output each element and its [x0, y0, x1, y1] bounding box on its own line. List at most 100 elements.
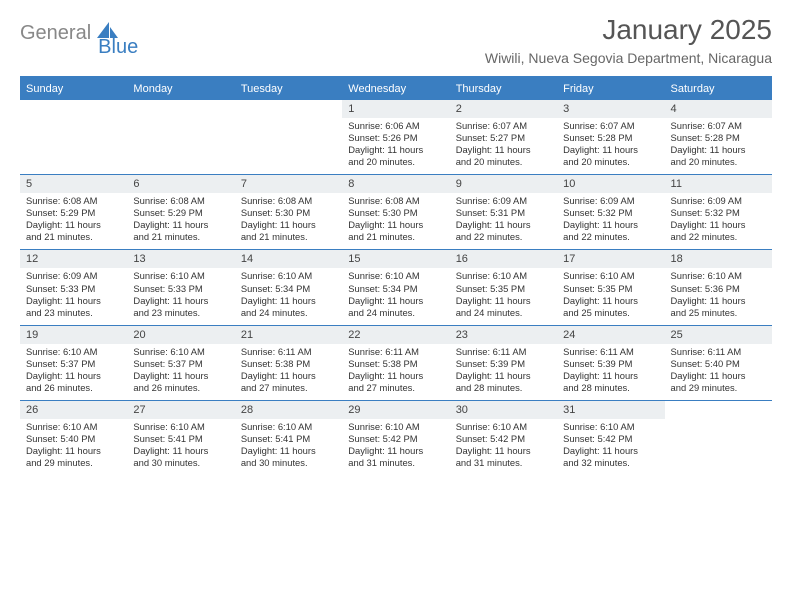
- day-detail-line: Sunrise: 6:10 AM: [241, 270, 336, 282]
- day-detail-line: Sunset: 5:38 PM: [241, 358, 336, 370]
- day-details: Sunrise: 6:07 AMSunset: 5:27 PMDaylight:…: [450, 118, 557, 174]
- day-details: Sunrise: 6:11 AMSunset: 5:38 PMDaylight:…: [342, 344, 449, 400]
- calendar-day-cell: 13Sunrise: 6:10 AMSunset: 5:33 PMDayligh…: [127, 250, 234, 324]
- day-detail-line: Sunrise: 6:10 AM: [671, 270, 766, 282]
- day-detail-line: and 20 minutes.: [456, 156, 551, 168]
- calendar-week-row: 5Sunrise: 6:08 AMSunset: 5:29 PMDaylight…: [20, 174, 772, 249]
- day-number: [127, 100, 234, 118]
- day-number: 25: [665, 326, 772, 344]
- day-details: Sunrise: 6:07 AMSunset: 5:28 PMDaylight:…: [665, 118, 772, 174]
- day-detail-line: Sunrise: 6:11 AM: [456, 346, 551, 358]
- day-detail-line: and 20 minutes.: [563, 156, 658, 168]
- calendar-day-cell: 16Sunrise: 6:10 AMSunset: 5:35 PMDayligh…: [450, 250, 557, 324]
- day-details: Sunrise: 6:11 AMSunset: 5:39 PMDaylight:…: [557, 344, 664, 400]
- day-details: [127, 118, 234, 126]
- day-detail-line: Sunset: 5:42 PM: [563, 433, 658, 445]
- day-number: 30: [450, 401, 557, 419]
- calendar-day-cell: [127, 100, 234, 174]
- day-detail-line: Sunset: 5:28 PM: [671, 132, 766, 144]
- day-detail-line: and 21 minutes.: [348, 231, 443, 243]
- day-details: Sunrise: 6:10 AMSunset: 5:42 PMDaylight:…: [557, 419, 664, 475]
- day-number: 5: [20, 175, 127, 193]
- day-detail-line: Daylight: 11 hours: [348, 144, 443, 156]
- day-detail-line: Sunset: 5:27 PM: [456, 132, 551, 144]
- calendar-day-cell: 10Sunrise: 6:09 AMSunset: 5:32 PMDayligh…: [557, 175, 664, 249]
- calendar-header-row: Sunday Monday Tuesday Wednesday Thursday…: [20, 78, 772, 100]
- day-detail-line: Sunset: 5:40 PM: [26, 433, 121, 445]
- day-details: Sunrise: 6:09 AMSunset: 5:32 PMDaylight:…: [665, 193, 772, 249]
- day-detail-line: Sunset: 5:36 PM: [671, 283, 766, 295]
- day-detail-line: Sunrise: 6:11 AM: [348, 346, 443, 358]
- day-details: [20, 118, 127, 126]
- day-detail-line: Sunrise: 6:10 AM: [348, 421, 443, 433]
- day-detail-line: and 25 minutes.: [671, 307, 766, 319]
- calendar-day-cell: 26Sunrise: 6:10 AMSunset: 5:40 PMDayligh…: [20, 401, 127, 475]
- day-detail-line: and 24 minutes.: [348, 307, 443, 319]
- day-detail-line: Sunset: 5:32 PM: [563, 207, 658, 219]
- day-details: Sunrise: 6:10 AMSunset: 5:33 PMDaylight:…: [127, 268, 234, 324]
- day-details: Sunrise: 6:10 AMSunset: 5:40 PMDaylight:…: [20, 419, 127, 475]
- day-detail-line: Daylight: 11 hours: [671, 144, 766, 156]
- calendar-table: Sunday Monday Tuesday Wednesday Thursday…: [20, 76, 772, 475]
- day-number: 17: [557, 250, 664, 268]
- day-number: 16: [450, 250, 557, 268]
- calendar-day-cell: 29Sunrise: 6:10 AMSunset: 5:42 PMDayligh…: [342, 401, 449, 475]
- day-detail-line: Daylight: 11 hours: [671, 219, 766, 231]
- calendar-day-cell: 23Sunrise: 6:11 AMSunset: 5:39 PMDayligh…: [450, 326, 557, 400]
- day-detail-line: and 29 minutes.: [671, 382, 766, 394]
- day-detail-line: and 31 minutes.: [456, 457, 551, 469]
- calendar-day-cell: 4Sunrise: 6:07 AMSunset: 5:28 PMDaylight…: [665, 100, 772, 174]
- day-detail-line: Sunset: 5:30 PM: [348, 207, 443, 219]
- day-number: 15: [342, 250, 449, 268]
- day-detail-line: Sunrise: 6:07 AM: [456, 120, 551, 132]
- day-detail-line: Daylight: 11 hours: [563, 219, 658, 231]
- day-detail-line: and 31 minutes.: [348, 457, 443, 469]
- day-detail-line: Daylight: 11 hours: [456, 370, 551, 382]
- calendar-day-cell: 5Sunrise: 6:08 AMSunset: 5:29 PMDaylight…: [20, 175, 127, 249]
- day-details: Sunrise: 6:09 AMSunset: 5:32 PMDaylight:…: [557, 193, 664, 249]
- col-header-sunday: Sunday: [20, 78, 127, 100]
- day-detail-line: Sunset: 5:33 PM: [133, 283, 228, 295]
- day-details: Sunrise: 6:11 AMSunset: 5:38 PMDaylight:…: [235, 344, 342, 400]
- day-number: 4: [665, 100, 772, 118]
- day-number: 21: [235, 326, 342, 344]
- day-detail-line: and 21 minutes.: [133, 231, 228, 243]
- day-detail-line: Daylight: 11 hours: [348, 445, 443, 457]
- day-detail-line: Sunset: 5:33 PM: [26, 283, 121, 295]
- calendar-day-cell: 3Sunrise: 6:07 AMSunset: 5:28 PMDaylight…: [557, 100, 664, 174]
- day-detail-line: and 20 minutes.: [348, 156, 443, 168]
- day-number: 31: [557, 401, 664, 419]
- calendar-day-cell: 12Sunrise: 6:09 AMSunset: 5:33 PMDayligh…: [20, 250, 127, 324]
- day-detail-line: Sunset: 5:39 PM: [456, 358, 551, 370]
- calendar-day-cell: [665, 401, 772, 475]
- day-detail-line: and 28 minutes.: [563, 382, 658, 394]
- day-detail-line: Sunrise: 6:10 AM: [133, 421, 228, 433]
- calendar-day-cell: 21Sunrise: 6:11 AMSunset: 5:38 PMDayligh…: [235, 326, 342, 400]
- day-detail-line: Sunset: 5:41 PM: [133, 433, 228, 445]
- day-detail-line: Sunset: 5:42 PM: [456, 433, 551, 445]
- day-detail-line: Sunrise: 6:11 AM: [671, 346, 766, 358]
- day-detail-line: and 25 minutes.: [563, 307, 658, 319]
- calendar-body: 1Sunrise: 6:06 AMSunset: 5:26 PMDaylight…: [20, 100, 772, 475]
- calendar-week-row: 19Sunrise: 6:10 AMSunset: 5:37 PMDayligh…: [20, 325, 772, 400]
- day-detail-line: Sunset: 5:32 PM: [671, 207, 766, 219]
- day-details: Sunrise: 6:10 AMSunset: 5:36 PMDaylight:…: [665, 268, 772, 324]
- day-detail-line: Sunrise: 6:10 AM: [26, 346, 121, 358]
- day-detail-line: Daylight: 11 hours: [26, 445, 121, 457]
- day-detail-line: Sunrise: 6:09 AM: [26, 270, 121, 282]
- day-details: Sunrise: 6:10 AMSunset: 5:37 PMDaylight:…: [127, 344, 234, 400]
- day-detail-line: Daylight: 11 hours: [671, 370, 766, 382]
- day-detail-line: Daylight: 11 hours: [241, 370, 336, 382]
- day-detail-line: Sunset: 5:38 PM: [348, 358, 443, 370]
- day-detail-line: Daylight: 11 hours: [348, 295, 443, 307]
- day-detail-line: Sunrise: 6:09 AM: [671, 195, 766, 207]
- day-detail-line: and 27 minutes.: [348, 382, 443, 394]
- day-detail-line: Daylight: 11 hours: [133, 370, 228, 382]
- day-detail-line: and 22 minutes.: [563, 231, 658, 243]
- day-detail-line: Sunset: 5:34 PM: [241, 283, 336, 295]
- calendar-day-cell: 28Sunrise: 6:10 AMSunset: 5:41 PMDayligh…: [235, 401, 342, 475]
- day-detail-line: Sunset: 5:26 PM: [348, 132, 443, 144]
- day-detail-line: Sunrise: 6:10 AM: [563, 270, 658, 282]
- day-details: Sunrise: 6:10 AMSunset: 5:41 PMDaylight:…: [127, 419, 234, 475]
- calendar-day-cell: 27Sunrise: 6:10 AMSunset: 5:41 PMDayligh…: [127, 401, 234, 475]
